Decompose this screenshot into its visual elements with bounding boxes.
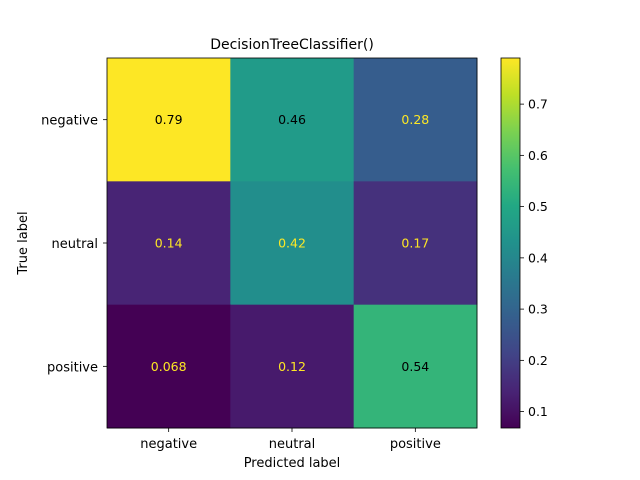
colorbar-tick-label: 0.2	[528, 353, 548, 368]
heatmap-cell	[230, 304, 355, 429]
x-tick-label: positive	[390, 437, 441, 452]
y-tick-label: negative	[41, 114, 98, 129]
y-axis-label: True label	[16, 211, 31, 275]
cell-value-label: 0.17	[401, 236, 429, 251]
heatmap-cell	[230, 58, 355, 182]
colorbar-tick-label: 0.1	[528, 404, 548, 419]
heatmap-cell	[353, 304, 478, 429]
heatmap-cell	[107, 58, 231, 182]
colorbar-tick-label: 0.4	[528, 250, 548, 265]
colorbar-tick-label: 0.6	[528, 148, 548, 163]
heatmap-cell	[107, 304, 231, 429]
cell-labels: 0.79 0.46 0.28 0.14 0.42 0.17 0.068 0.12 0.54	[151, 112, 430, 374]
heatmap-cell	[230, 181, 355, 306]
heatmap-cell	[353, 181, 478, 306]
heatmap-cells	[107, 58, 478, 429]
colorbar-gradient	[500, 57, 521, 429]
cell-value-label: 0.14	[155, 236, 183, 251]
y-axis-ticks: negative neutral positive	[41, 114, 107, 375]
y-tick-label: positive	[47, 360, 98, 375]
heatmap-cell	[107, 181, 231, 306]
colorbar-tick-label: 0.7	[528, 97, 548, 112]
colorbar: 0.1 0.2 0.3 0.4 0.5 0.6 0.7	[500, 57, 548, 429]
y-tick-label: neutral	[52, 237, 99, 252]
x-tick-label: neutral	[269, 437, 316, 452]
cell-value-label: 0.54	[401, 359, 429, 374]
cell-value-label: 0.46	[278, 112, 306, 127]
cell-value-label: 0.12	[278, 359, 306, 374]
colorbar-tick-label: 0.3	[528, 302, 548, 317]
heatmap-cell	[353, 58, 478, 182]
plot-frame	[106, 57, 478, 429]
colorbar-tick-label: 0.5	[528, 199, 548, 214]
cell-value-label: 0.79	[155, 112, 183, 127]
chart-title: DecisionTreeClassifier()	[210, 37, 374, 53]
cell-value-label: 0.068	[151, 359, 187, 374]
x-axis-label: Predicted label	[244, 456, 341, 471]
x-axis-ticks: negative neutral positive	[140, 428, 441, 452]
x-tick-label: negative	[140, 437, 197, 452]
cell-value-label: 0.42	[278, 236, 306, 251]
cell-value-label: 0.28	[401, 112, 429, 127]
